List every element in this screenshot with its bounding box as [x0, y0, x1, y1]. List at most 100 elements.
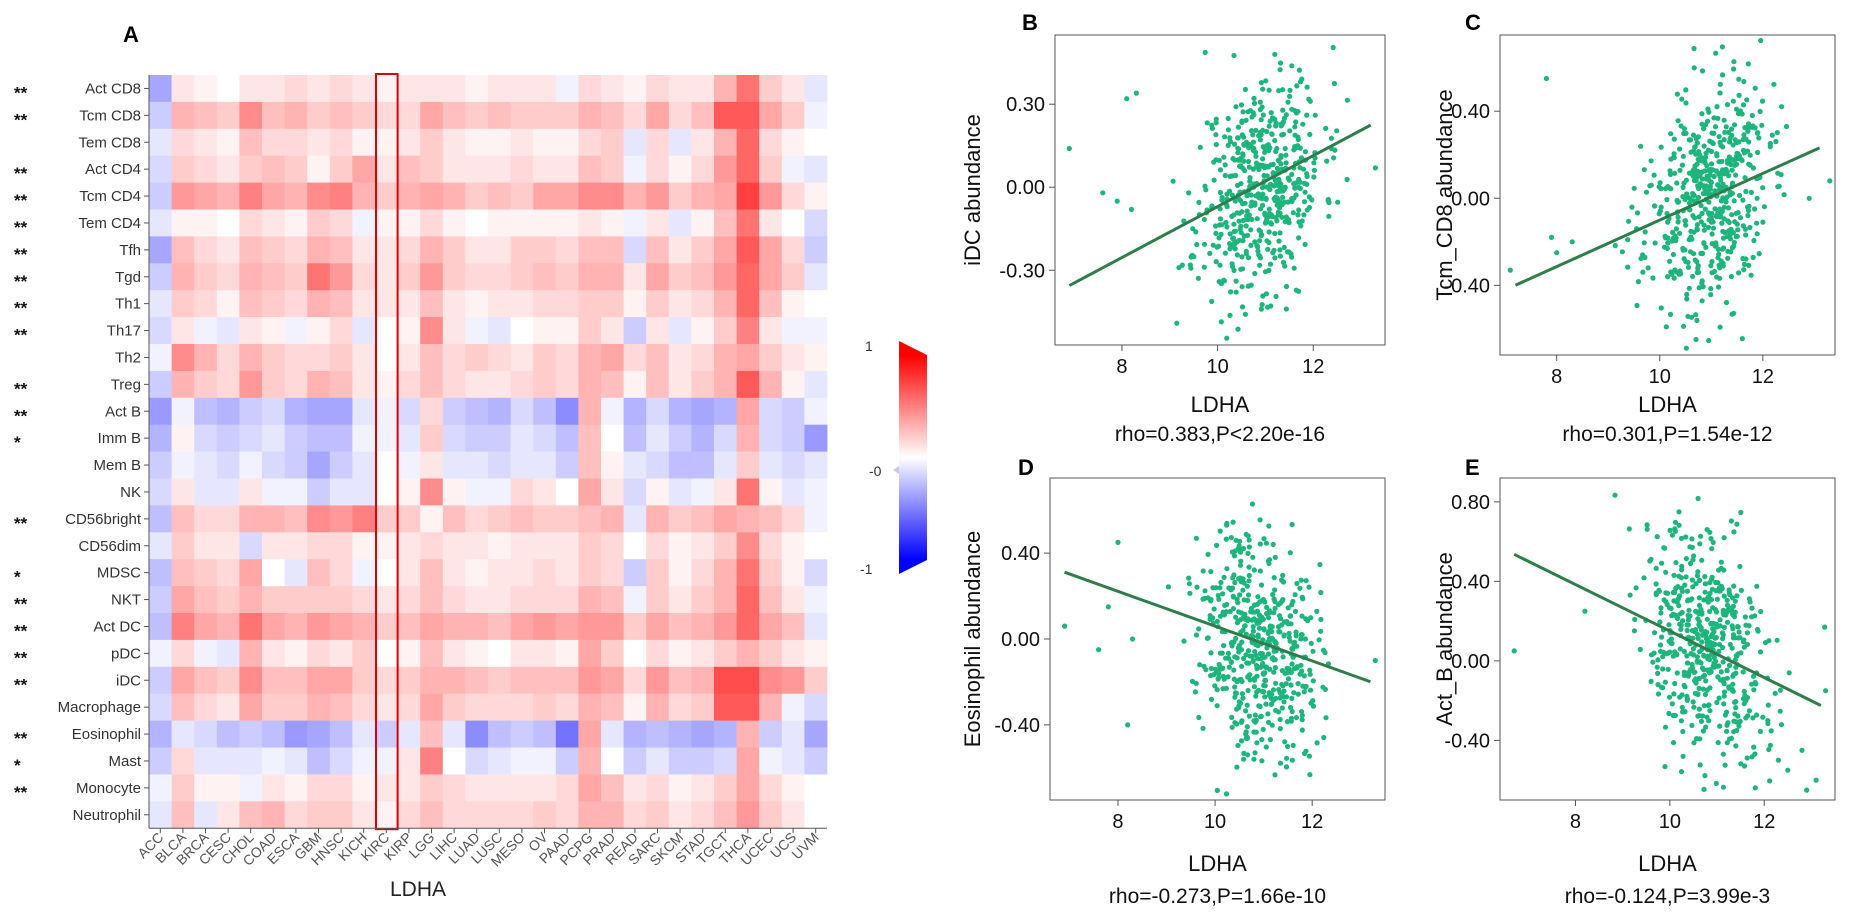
scatter-point	[1708, 161, 1715, 167]
scatter-point	[1681, 180, 1687, 186]
scatter-point	[1253, 662, 1260, 669]
scatter-point	[1213, 230, 1219, 236]
scatter-point	[1665, 184, 1671, 190]
scatter-point	[1719, 167, 1726, 173]
heatmap-cell	[375, 317, 398, 345]
heatmap-cell	[668, 236, 692, 264]
heatmap-cell	[759, 370, 783, 399]
scatter-point	[1201, 264, 1207, 270]
heatmap-cell	[623, 344, 647, 372]
scatter-point	[1227, 608, 1233, 615]
heatmap-cell	[578, 559, 602, 587]
scatter-point	[1675, 214, 1681, 220]
scatter-point	[1241, 134, 1247, 140]
scatter-point	[1288, 621, 1294, 627]
heatmap-cell	[284, 505, 308, 533]
scatter-point	[1246, 164, 1252, 170]
scatter-point	[1736, 76, 1742, 82]
scatter-point	[1231, 267, 1237, 273]
heatmap-cell	[420, 397, 444, 426]
scatter-point	[1717, 90, 1723, 96]
heatmap-cell	[759, 586, 783, 614]
scatter-point	[1266, 239, 1272, 246]
scatter-point	[1637, 646, 1643, 653]
heatmap-cell	[149, 101, 172, 130]
scatter-point	[1266, 651, 1272, 657]
heatmap-cell	[375, 639, 398, 668]
scatter-point	[1277, 690, 1283, 696]
heatmap-cell	[578, 720, 602, 748]
heatmap-cell	[578, 290, 602, 318]
heatmap-cell	[262, 290, 285, 318]
scatter-point	[1666, 710, 1672, 717]
scatter-point	[1257, 262, 1263, 268]
colorbar-min-label: -1	[860, 561, 873, 577]
scatter-point	[1225, 127, 1231, 133]
scatter-point	[1287, 87, 1293, 93]
scatter-point	[1247, 653, 1253, 659]
x-tick-label: 10	[1206, 356, 1228, 378]
scatter-point	[1254, 740, 1260, 746]
heatmap-cell	[555, 263, 579, 291]
scatter-point	[1709, 258, 1715, 265]
scatter-point	[1766, 638, 1772, 644]
heatmap-cell	[171, 747, 195, 775]
scatter-point	[1703, 678, 1709, 684]
scatter-point	[1280, 194, 1286, 200]
scatter-point	[1228, 535, 1234, 541]
scatter-point	[1718, 669, 1724, 675]
scatter-point	[1737, 563, 1743, 570]
heatmap-cell	[510, 720, 534, 748]
heatmap-cell	[239, 505, 263, 533]
heatmap-cell	[781, 263, 805, 291]
heatmap-cell	[149, 75, 172, 103]
scatter-point	[1724, 722, 1730, 728]
heatmap-cell	[284, 397, 308, 426]
scatter-point	[1671, 151, 1677, 157]
scatter-point	[1306, 753, 1312, 759]
heatmap-cell	[646, 290, 670, 318]
scatter-point	[1752, 679, 1758, 686]
scatter-point	[1714, 168, 1720, 174]
significance-mark: **	[14, 729, 28, 748]
scatter-point	[1752, 85, 1758, 91]
scatter-point	[1224, 335, 1230, 341]
scatter-point	[1686, 170, 1693, 176]
heatmap-cell	[465, 720, 489, 748]
scatter-point	[1242, 616, 1248, 622]
heatmap-cell	[488, 370, 511, 399]
scatter-point	[1696, 659, 1702, 665]
heatmap-cell	[216, 263, 240, 291]
heatmap-cell	[488, 101, 511, 130]
scatter-point	[1672, 170, 1678, 176]
scatter-point	[1272, 255, 1278, 261]
scatter-point	[1266, 628, 1272, 635]
scatter-point	[1245, 158, 1252, 165]
heatmap-cell	[420, 128, 444, 157]
heatmap-cell	[216, 559, 240, 587]
scatter-point	[1681, 256, 1687, 262]
heatmap-cell	[442, 236, 466, 264]
heatmap-cell	[691, 209, 715, 237]
scatter-point	[1706, 337, 1712, 344]
heatmap-cell	[171, 182, 195, 210]
scatter-point	[1724, 728, 1730, 734]
scatter-point	[1266, 560, 1272, 567]
heatmap-cell	[781, 451, 805, 479]
heatmap-row-label: iDC	[116, 672, 141, 689]
heatmap-cell	[420, 344, 444, 372]
scatter-point	[1281, 115, 1287, 121]
scatter-point	[1683, 574, 1689, 580]
scatter-point	[1721, 204, 1727, 210]
heatmap-cell	[149, 209, 172, 237]
heatmap-cell	[668, 720, 692, 748]
scatter-point	[1238, 578, 1244, 585]
scatter-point	[1717, 623, 1723, 629]
scatter-point	[1658, 684, 1664, 690]
heatmap-cell	[465, 236, 489, 264]
heatmap-cell	[781, 559, 805, 587]
heatmap-cell	[375, 370, 398, 399]
scatter-point	[1685, 259, 1691, 265]
heatmap-cell	[171, 666, 195, 695]
heatmap-cell	[171, 263, 195, 291]
